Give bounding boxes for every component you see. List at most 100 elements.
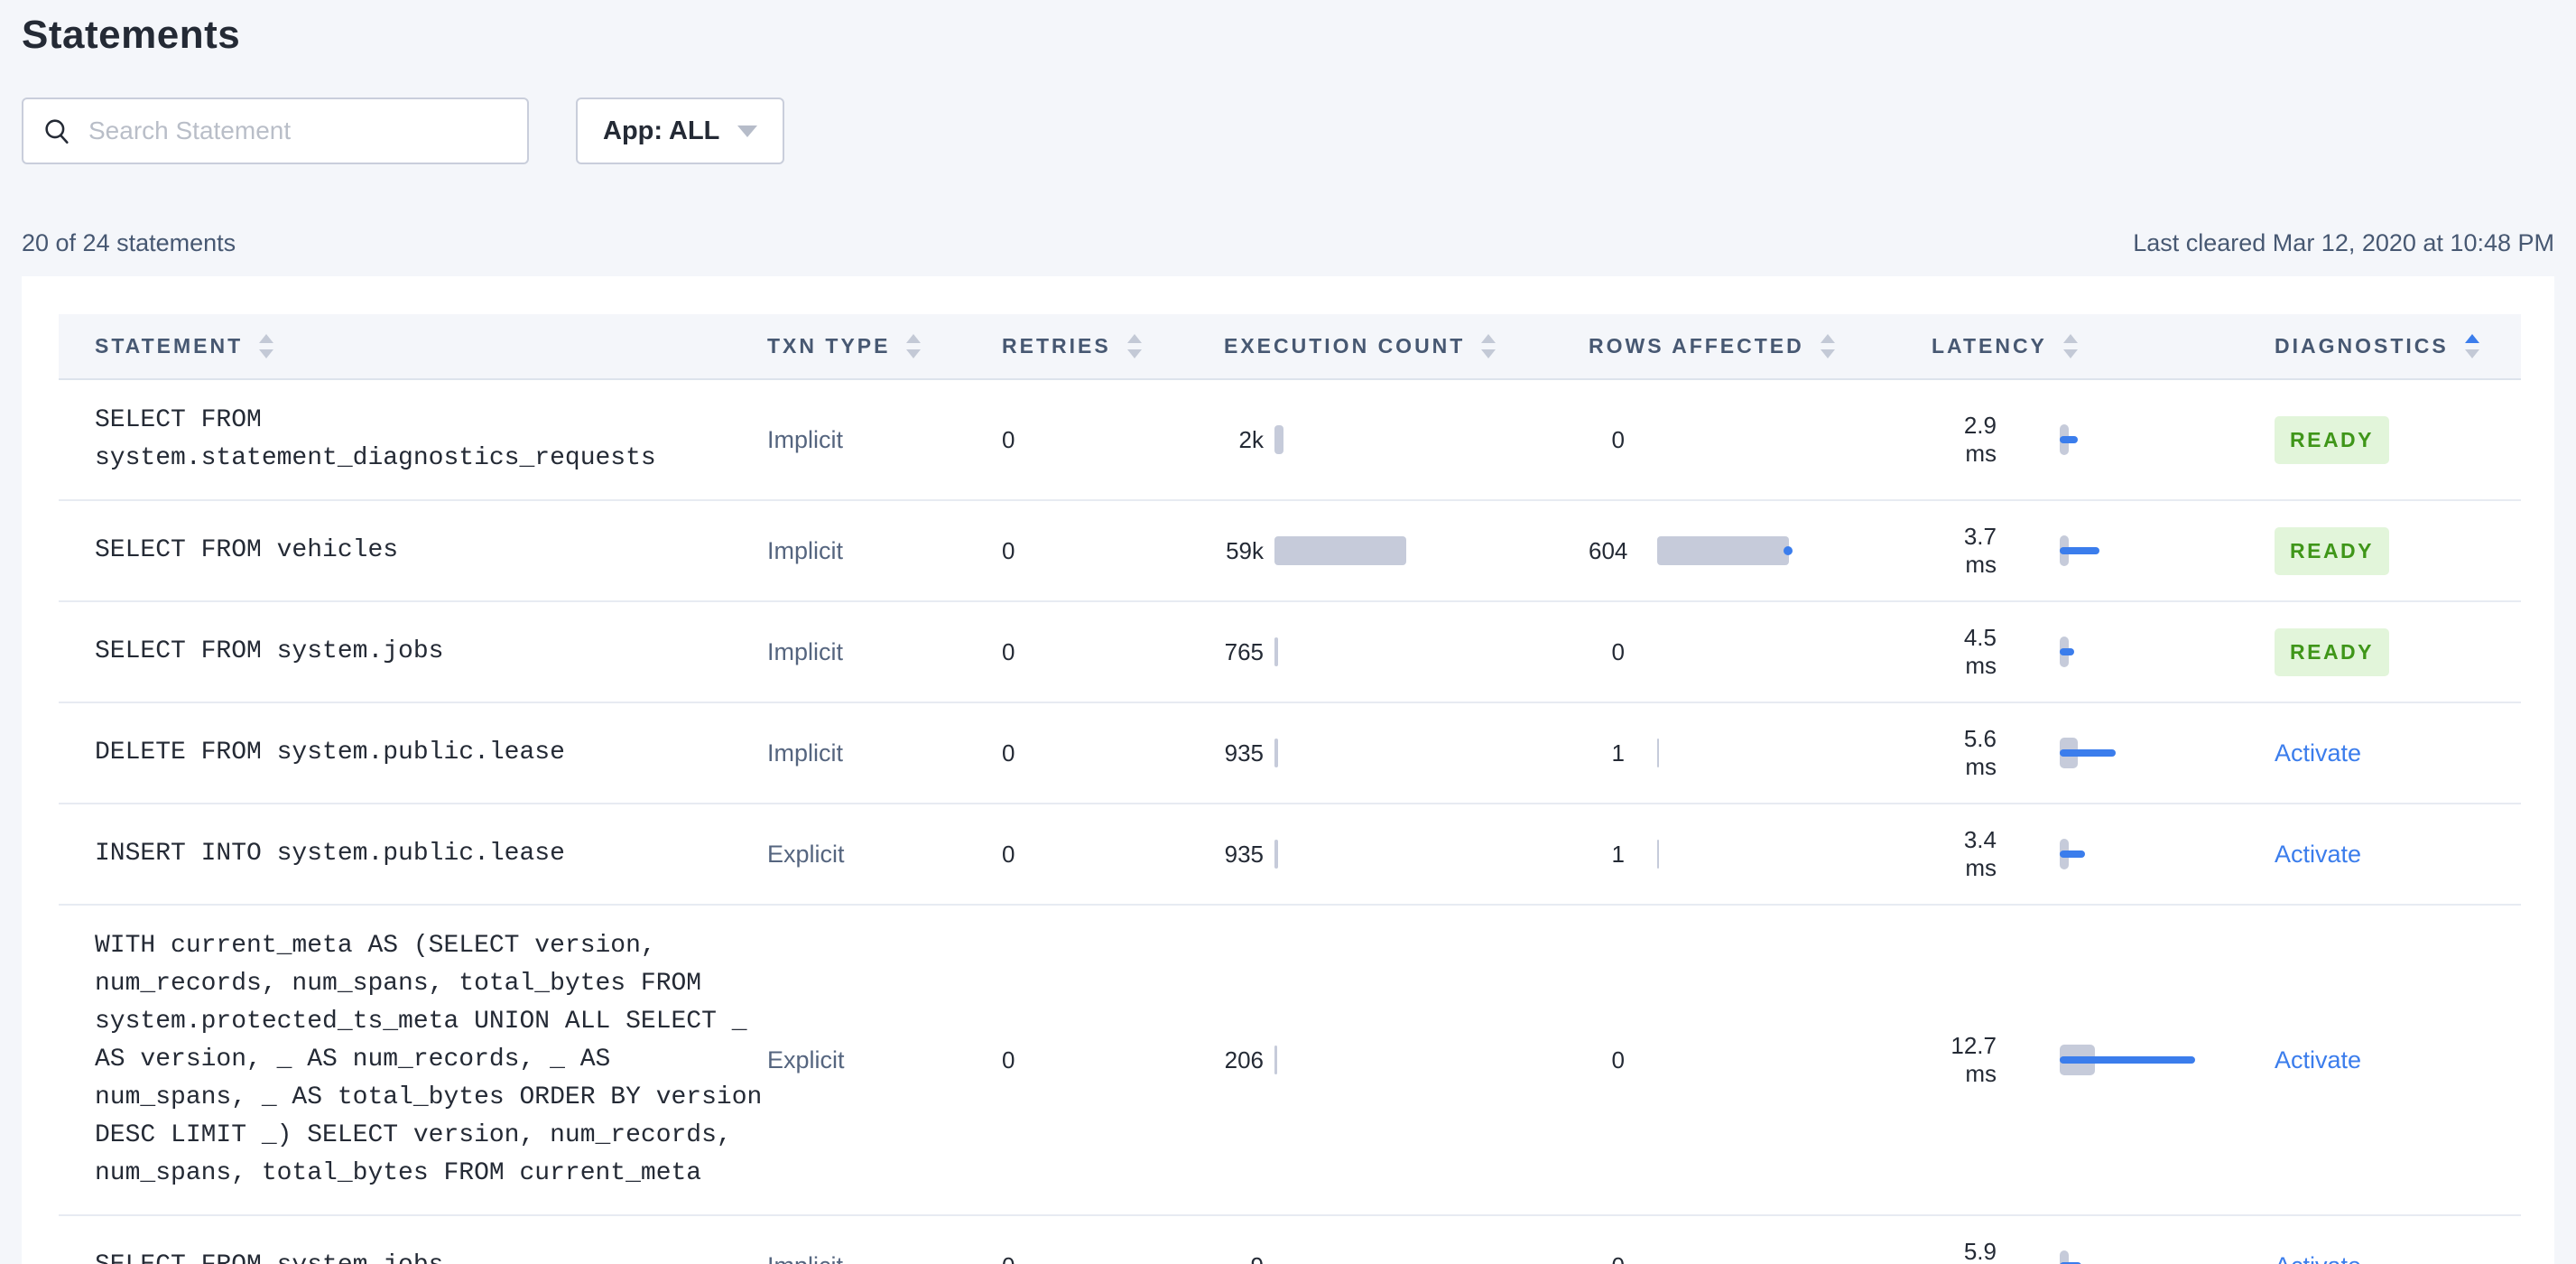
rows-affected-cell: 0: [1589, 600, 1932, 702]
latency-metric: 5.9 ms: [1932, 1238, 2266, 1264]
activate-diagnostics-link[interactable]: Activate: [2275, 840, 2362, 868]
latency-value: 5.6 ms: [1963, 725, 1997, 780]
txn-type-cell: Implicit: [767, 1214, 1002, 1264]
execution-count-value: 935: [1224, 840, 1264, 868]
bar: [1657, 840, 1659, 869]
rows-affected-metric: 1: [1589, 739, 1932, 767]
latency-bar: [2060, 637, 2213, 667]
search-icon: [45, 119, 69, 144]
txn-type-cell: Explicit: [767, 803, 1002, 905]
column-header-statement[interactable]: STATEMENT: [59, 314, 767, 380]
statement-cell: INSERT INTO system.public.lease: [59, 803, 767, 905]
txn-type-value: Implicit: [767, 536, 844, 564]
rows-affected-bar: [1657, 536, 1793, 565]
latency-cell: 2.9 ms: [1932, 379, 2266, 500]
sort-arrows-icon[interactable]: [1126, 334, 1142, 358]
execution-count-value: 935: [1224, 739, 1264, 767]
statement-text[interactable]: SELECT FROM system.statement_diagnostics…: [95, 406, 656, 472]
latency-cell: 5.9 ms: [1932, 1214, 2266, 1264]
last-cleared-timestamp: Last cleared Mar 12, 2020 at 10:48 PM: [2133, 229, 2554, 256]
column-header-diagnostics[interactable]: DIAGNOSTICS: [2266, 314, 2521, 380]
statement-text[interactable]: INSERT INTO system.public.lease: [95, 840, 565, 868]
diagnostics-cell: READY: [2266, 600, 2521, 702]
activate-diagnostics-link[interactable]: Activate: [2275, 739, 2362, 767]
retries-value: 0: [1002, 536, 1015, 564]
latency-metric: 3.4 ms: [1932, 826, 2266, 882]
sort-arrows-icon[interactable]: [1481, 334, 1496, 358]
search-statement-box[interactable]: [22, 98, 529, 164]
latency-cell: 3.4 ms: [1932, 803, 2266, 905]
diagnostics-ready-badge: READY: [2275, 415, 2390, 464]
table-row: INSERT INTO system.public.lease Explicit 0…: [59, 803, 2521, 905]
column-header-latency[interactable]: LATENCY: [1932, 314, 2266, 380]
mean-bar: [2060, 1262, 2081, 1264]
app-filter-label: App: ALL: [603, 116, 720, 145]
chevron-down-icon: [737, 125, 758, 137]
rows-affected-cell: 1: [1589, 803, 1932, 905]
rows-affected-value: 0: [1611, 637, 1625, 665]
rows-affected-cell: 1: [1589, 702, 1932, 804]
diagnostics-ready-badge: READY: [2275, 526, 2390, 575]
sort-arrows-icon[interactable]: [906, 334, 922, 358]
column-header-txn-type[interactable]: TXN TYPE: [767, 314, 1002, 380]
rows-affected-metric: 0: [1589, 1046, 1932, 1074]
search-input[interactable]: [88, 116, 509, 145]
statements-count: 20 of 24 statements: [22, 229, 236, 256]
execution-count-metric: 935: [1219, 840, 1589, 869]
latency-value: 3.7 ms: [1963, 523, 1997, 578]
latency-metric: 12.7 ms: [1932, 1032, 2266, 1088]
mean-bar: [2060, 749, 2116, 757]
sort-arrows-icon[interactable]: [2464, 334, 2479, 358]
txn-type-cell: Explicit: [767, 904, 1002, 1215]
statement-text[interactable]: DELETE FROM system.public.lease: [95, 739, 565, 767]
execution-count-metric: 2k: [1219, 425, 1589, 454]
rows-affected-cell: 604: [1589, 499, 1932, 601]
activate-diagnostics-link[interactable]: Activate: [2275, 1046, 2362, 1073]
diagnostics-cell: Activate: [2266, 904, 2521, 1215]
column-header-execution-count[interactable]: EXECUTION COUNT: [1219, 314, 1589, 380]
sort-arrows-icon[interactable]: [259, 334, 274, 358]
activate-diagnostics-link[interactable]: Activate: [2275, 1252, 2361, 1264]
column-header-retries[interactable]: RETRIES: [1002, 314, 1219, 380]
bar: [1274, 425, 1283, 454]
statement-text[interactable]: SELECT FROM system.jobs: [95, 637, 444, 665]
execution-count-metric: 59k: [1219, 536, 1589, 565]
rows-affected-metric: 0: [1589, 1252, 1932, 1264]
rows-affected-bar: [1657, 739, 1659, 767]
execution-count-cell: 9: [1219, 1214, 1589, 1264]
execution-count-bar: [1274, 840, 1278, 869]
statement-text[interactable]: SELECT FROM system.jobs: [95, 1247, 767, 1264]
execution-count-bar: [1274, 739, 1278, 767]
retries-cell: 0: [1002, 1214, 1219, 1264]
diagnostics-cell: READY: [2266, 499, 2521, 601]
rows-affected-bar: [1657, 840, 1659, 869]
retries-value: 0: [1002, 637, 1015, 665]
column-header-rows-affected[interactable]: ROWS AFFECTED: [1589, 314, 1932, 380]
execution-count-metric: 206: [1219, 1046, 1589, 1074]
mean-bar: [2060, 1056, 2195, 1064]
latency-cell: 3.7 ms: [1932, 499, 2266, 601]
execution-count-metric: 9: [1219, 1252, 1589, 1264]
retries-value: 0: [1002, 1046, 1015, 1073]
latency-value: 5.9 ms: [1963, 1238, 1997, 1264]
rows-affected-metric: 1: [1589, 840, 1932, 869]
txn-type-cell: Implicit: [767, 379, 1002, 500]
statement-text[interactable]: WITH current_meta AS (SELECT version, nu…: [95, 932, 763, 1187]
latency-value: 4.5 ms: [1963, 624, 1997, 679]
retries-cell: 0: [1002, 904, 1219, 1215]
mean-bar: [2060, 648, 2074, 655]
txn-type-value: Explicit: [767, 1046, 845, 1073]
app-filter-dropdown[interactable]: App: ALL: [576, 98, 785, 164]
diagnostics-ready-badge: READY: [2275, 627, 2390, 676]
latency-metric: 2.9 ms: [1932, 412, 2266, 468]
diagnostics-cell: READY: [2266, 379, 2521, 500]
statements-table-panel: STATEMENT TXN TYPE RETRIES EXECUTION COU…: [22, 276, 2554, 1264]
sort-arrows-icon[interactable]: [1820, 334, 1835, 358]
bar: [1274, 637, 1278, 666]
statement-text[interactable]: SELECT FROM vehicles: [95, 536, 399, 564]
table-row: SELECT FROM system.statement_diagnostics…: [59, 379, 2521, 500]
sort-arrows-icon[interactable]: [2062, 334, 2078, 358]
statement-cell: SELECT FROM system.statement_diagnostics…: [59, 379, 767, 500]
execution-count-value: 59k: [1226, 536, 1264, 564]
